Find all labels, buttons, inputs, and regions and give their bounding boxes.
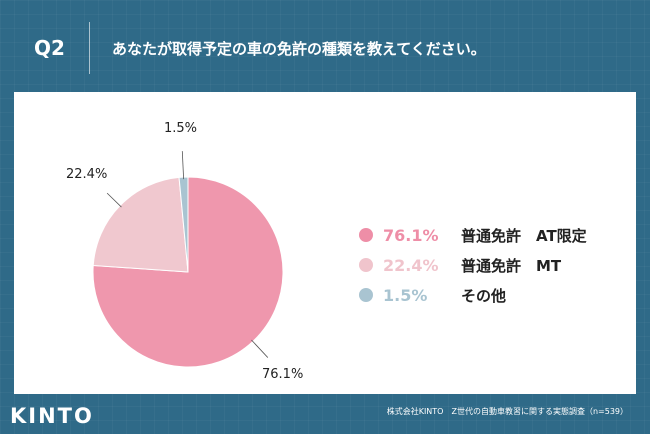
- legend-percent: 76.1%: [383, 225, 439, 245]
- legend-label: その他: [461, 286, 507, 305]
- legend-swatch: [359, 258, 373, 272]
- legend-percent: 22.4%: [383, 255, 439, 275]
- legend-label: 普通免許 MT: [461, 256, 562, 275]
- data-label: 1.5%: [164, 121, 197, 136]
- chart-panel: 76.1% 22.4% 1.5% 76.1% 普通免許 AT限定 22.4% 普通免…: [14, 92, 636, 394]
- kinto-logo: KINTO: [10, 404, 94, 428]
- source-note: 株式会社KINTO Z世代の自動車教習に関する実態調査（n=539）: [386, 407, 628, 416]
- data-label: 22.4%: [66, 167, 107, 182]
- legend-percent: 1.5%: [383, 285, 428, 305]
- legend-item-other: 1.5% その他: [359, 280, 587, 310]
- leader-line: [181, 151, 185, 180]
- question-text: あなたが取得予定の車の免許の種類を教えてください。: [112, 40, 486, 58]
- question-number: Q2: [34, 36, 65, 60]
- pie-slice: [92, 176, 189, 273]
- leader-line: [251, 339, 269, 358]
- chart-legend: 76.1% 普通免許 AT限定 22.4% 普通免許 MT 1.5% その他: [359, 220, 587, 310]
- header-divider: [89, 22, 90, 74]
- data-label: 76.1%: [262, 367, 303, 382]
- pie-chart: 76.1% 22.4% 1.5%: [66, 121, 303, 382]
- legend-swatch: [359, 228, 373, 242]
- leader-line: [106, 192, 122, 208]
- header: Q2 あなたが取得予定の車の免許の種類を教えてください。: [0, 0, 650, 92]
- legend-swatch: [359, 288, 373, 302]
- legend-item-at: 76.1% 普通免許 AT限定: [359, 220, 587, 250]
- legend-label: 普通免許 AT限定: [461, 226, 587, 245]
- legend-item-mt: 22.4% 普通免許 MT: [359, 250, 587, 280]
